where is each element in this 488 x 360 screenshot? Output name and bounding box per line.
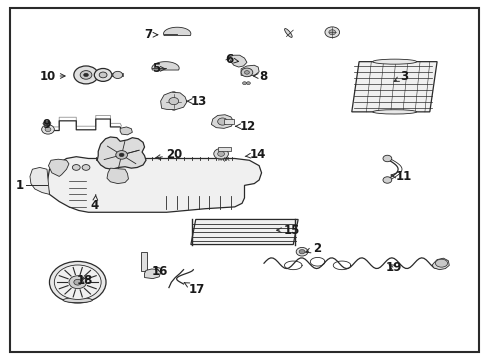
Text: 1: 1 [15, 179, 23, 192]
Circle shape [382, 177, 391, 183]
Circle shape [328, 30, 335, 35]
Circle shape [113, 71, 122, 78]
Text: 12: 12 [235, 120, 255, 133]
Circle shape [72, 165, 80, 170]
Bar [85, 72, 104, 77]
Circle shape [241, 68, 252, 77]
Bar [112, 73, 122, 76]
Circle shape [296, 247, 307, 256]
Circle shape [74, 279, 81, 285]
Polygon shape [152, 62, 179, 70]
Circle shape [45, 127, 51, 132]
Bar [141, 252, 147, 271]
Circle shape [217, 151, 224, 156]
Text: 13: 13 [186, 95, 207, 108]
Polygon shape [144, 269, 160, 279]
Text: 11: 11 [390, 170, 411, 183]
Circle shape [82, 165, 90, 170]
Polygon shape [107, 168, 128, 184]
Circle shape [217, 118, 227, 125]
Circle shape [49, 261, 106, 303]
Text: 4: 4 [91, 194, 99, 212]
Text: 9: 9 [42, 118, 50, 131]
Ellipse shape [63, 298, 92, 303]
Text: 14: 14 [244, 148, 265, 161]
Polygon shape [97, 137, 146, 169]
Circle shape [83, 73, 88, 77]
Circle shape [43, 122, 48, 125]
Text: 7: 7 [144, 28, 158, 41]
Text: 3: 3 [393, 69, 408, 82]
Polygon shape [163, 27, 190, 36]
Polygon shape [160, 92, 186, 110]
Polygon shape [120, 127, 132, 135]
Polygon shape [30, 167, 49, 194]
Ellipse shape [284, 28, 292, 37]
Circle shape [299, 249, 305, 254]
Text: 10: 10 [40, 69, 65, 82]
Circle shape [325, 27, 339, 38]
Text: 15: 15 [276, 224, 299, 237]
Polygon shape [47, 157, 261, 212]
Polygon shape [48, 159, 69, 176]
Circle shape [242, 82, 246, 85]
Polygon shape [241, 65, 259, 76]
Circle shape [69, 276, 86, 289]
Bar [217, 147, 231, 151]
Text: 6: 6 [224, 53, 238, 66]
Ellipse shape [372, 110, 416, 114]
Circle shape [382, 155, 391, 162]
Circle shape [244, 71, 249, 74]
Circle shape [80, 71, 92, 79]
Polygon shape [190, 220, 298, 244]
Circle shape [99, 72, 107, 78]
Text: 16: 16 [152, 265, 168, 278]
Polygon shape [431, 258, 448, 270]
Circle shape [119, 153, 124, 157]
Text: 17: 17 [184, 283, 204, 296]
Text: 2: 2 [305, 242, 320, 255]
Circle shape [41, 125, 54, 134]
Circle shape [213, 148, 228, 159]
Polygon shape [211, 115, 233, 129]
Circle shape [46, 122, 51, 125]
Text: 5: 5 [152, 62, 165, 75]
Text: 20: 20 [155, 148, 183, 161]
Text: 18: 18 [76, 274, 92, 287]
Bar [224, 119, 233, 124]
Circle shape [171, 91, 175, 94]
Circle shape [171, 108, 175, 111]
Circle shape [54, 265, 101, 300]
Circle shape [116, 150, 127, 159]
Circle shape [74, 66, 98, 84]
Text: m(R: m(R [217, 157, 230, 162]
Circle shape [246, 82, 250, 85]
Polygon shape [228, 55, 246, 67]
Polygon shape [351, 62, 436, 112]
Text: 8: 8 [253, 69, 267, 82]
Text: 19: 19 [385, 261, 402, 274]
Ellipse shape [434, 259, 447, 267]
Ellipse shape [372, 59, 416, 64]
Circle shape [94, 68, 112, 81]
Circle shape [168, 98, 178, 105]
